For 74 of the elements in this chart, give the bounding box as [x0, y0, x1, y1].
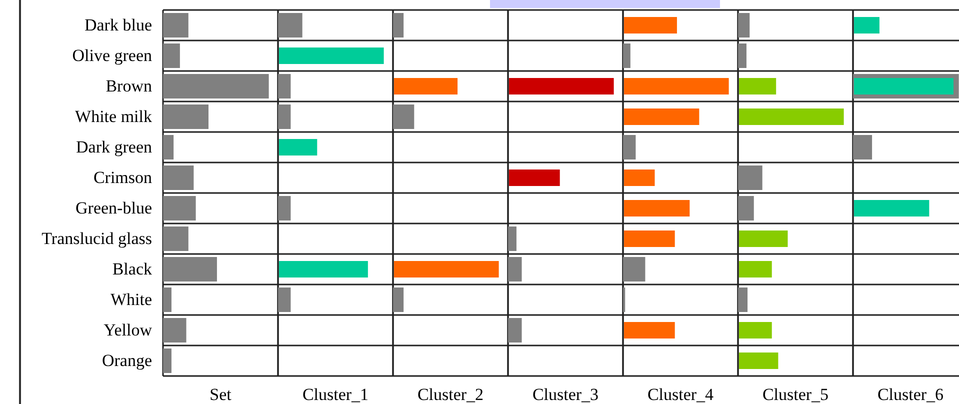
bar — [854, 78, 954, 94]
bar — [739, 261, 772, 278]
bar — [163, 288, 172, 312]
bar — [738, 288, 748, 312]
y-tick-label: Yellow — [104, 320, 153, 340]
bar — [163, 226, 188, 251]
bar — [394, 78, 458, 94]
bar — [738, 13, 750, 38]
bar — [163, 196, 196, 220]
y-tick-label: Olive green — [72, 46, 152, 66]
bar — [509, 170, 560, 186]
bar — [739, 322, 772, 338]
bar — [853, 135, 872, 160]
bar — [623, 44, 630, 68]
bar — [739, 230, 788, 247]
bar — [278, 196, 291, 220]
bar — [278, 288, 291, 312]
x-axis-title: Cluster_1 — [302, 385, 369, 404]
bar — [738, 196, 754, 220]
bar — [623, 257, 646, 282]
x-axis-title: Cluster_3 — [532, 385, 599, 404]
bar — [739, 78, 776, 94]
bar — [624, 322, 675, 338]
y-tick-label: Dark green — [76, 138, 152, 157]
bar — [163, 257, 217, 282]
bar — [279, 261, 368, 278]
y-tick-label: Black — [112, 260, 152, 279]
x-axis-title: Cluster_2 — [417, 385, 484, 404]
bar — [393, 104, 414, 129]
bar — [163, 318, 186, 342]
bar — [163, 166, 194, 190]
y-tick-label: White — [110, 290, 152, 310]
y-tick-label: Crimson — [93, 168, 152, 188]
bar — [508, 318, 522, 342]
bar — [508, 226, 516, 251]
bar — [393, 13, 404, 38]
bar — [278, 104, 291, 129]
bar — [279, 48, 384, 64]
y-tick-label: White milk — [75, 107, 152, 126]
bar — [278, 74, 291, 98]
y-tick-label: Brown — [106, 76, 152, 96]
bar — [738, 166, 762, 190]
bar — [279, 139, 318, 156]
bar — [623, 135, 636, 160]
bar — [163, 104, 208, 129]
bar — [624, 108, 700, 125]
y-tick-label: Dark blue — [84, 16, 152, 35]
bar — [393, 288, 404, 312]
y-tick-label: Green-blue — [76, 198, 152, 218]
bar — [624, 17, 677, 34]
bar — [163, 348, 172, 373]
bar — [163, 44, 180, 68]
bar — [624, 78, 729, 94]
x-axis-title: Cluster_4 — [647, 385, 714, 404]
bar — [163, 13, 188, 38]
x-axis-title: Cluster_6 — [877, 385, 944, 404]
bar — [163, 74, 269, 98]
x-axis-title: Cluster_5 — [762, 385, 829, 404]
y-tick-label: Translucid glass — [42, 229, 152, 248]
bar — [854, 17, 880, 34]
bar — [394, 261, 499, 278]
bar — [624, 230, 675, 247]
bar — [508, 257, 522, 282]
x-axis-title: Set — [210, 385, 232, 404]
bar — [278, 13, 302, 38]
bar — [624, 170, 655, 186]
bar — [739, 108, 844, 125]
bar — [854, 200, 930, 216]
bar — [738, 44, 746, 68]
bar — [739, 352, 778, 369]
y-tick-label: Orange — [102, 351, 152, 370]
bar — [163, 135, 174, 160]
bar — [509, 78, 614, 94]
bar — [624, 200, 690, 216]
